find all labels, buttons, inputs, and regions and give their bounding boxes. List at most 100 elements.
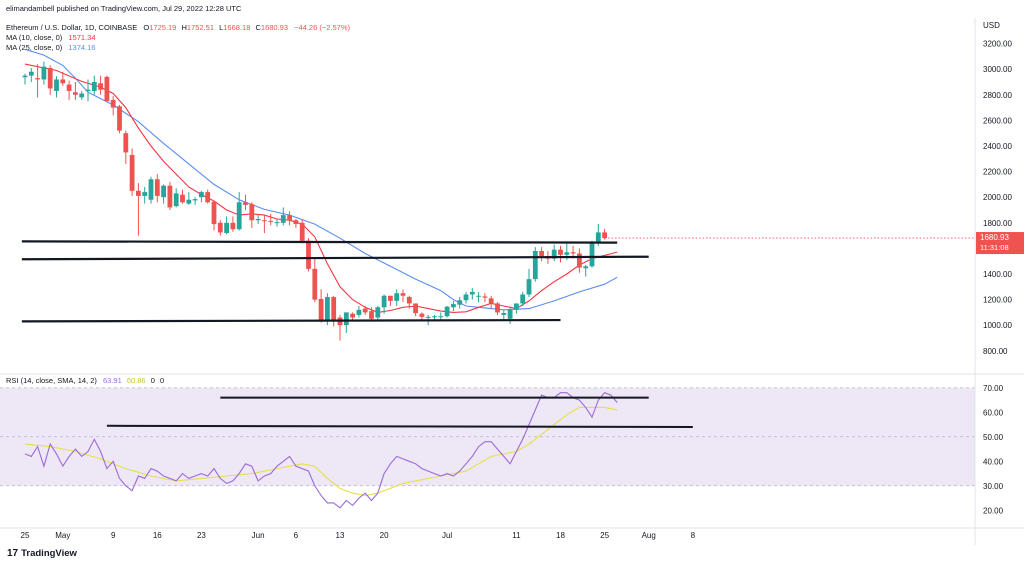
candle xyxy=(73,82,78,100)
candle-body xyxy=(451,304,456,308)
rsi-axis: 20.00 30.00 40.00 50.00 60.00 70.00 xyxy=(983,384,1004,516)
candle xyxy=(400,289,406,303)
candle xyxy=(356,306,362,318)
candle-body xyxy=(154,179,160,196)
candle xyxy=(224,216,229,235)
candle-body xyxy=(148,179,154,200)
tradingview-logo-icon: 17 xyxy=(7,548,19,559)
candle-body xyxy=(41,66,47,80)
candle xyxy=(419,312,425,321)
candle xyxy=(476,291,481,303)
time-tick-label: Jun xyxy=(252,531,265,540)
candle xyxy=(558,245,563,263)
candle-body xyxy=(526,279,532,295)
candle-body xyxy=(488,298,494,304)
candle-body xyxy=(66,84,72,91)
support-lines[interactable] xyxy=(21,240,649,323)
candle xyxy=(211,201,217,231)
candle-body xyxy=(482,296,488,298)
candle xyxy=(262,215,267,234)
candle xyxy=(22,73,28,85)
candle xyxy=(438,312,444,321)
candle xyxy=(180,189,185,204)
candle-body xyxy=(236,202,242,230)
ma10-value: 1571.34 xyxy=(68,33,95,42)
candle-body xyxy=(293,220,299,225)
candle xyxy=(583,265,589,277)
candle-body xyxy=(28,71,34,76)
candle xyxy=(514,303,519,314)
candle xyxy=(117,105,122,134)
candle xyxy=(388,295,393,306)
candle xyxy=(350,312,355,321)
candle xyxy=(488,295,494,309)
candle-body xyxy=(98,83,103,90)
rsi-line xyxy=(24,392,618,509)
candle xyxy=(306,238,311,272)
rsi-extra-1: 0 xyxy=(151,376,155,385)
candle xyxy=(236,192,242,231)
svg-text:MA (25, close, 0) 1374.1: MA (25, close, 0) 1374.16 xyxy=(6,43,96,52)
candle xyxy=(394,289,400,306)
candle-body xyxy=(280,215,286,223)
candle-body xyxy=(123,133,129,153)
candle-body xyxy=(406,297,412,304)
candle xyxy=(318,289,324,323)
rsi-tick-label: 20.00 xyxy=(983,506,1004,515)
candle xyxy=(482,293,488,303)
candle-body xyxy=(230,222,236,230)
last-price-value: 1680.93 xyxy=(980,233,1009,242)
close-label: C xyxy=(255,23,261,32)
time-tick-label: Aug xyxy=(642,531,656,540)
candle-body xyxy=(394,293,400,301)
candle xyxy=(47,65,53,95)
candle xyxy=(154,174,160,203)
candle-body xyxy=(602,232,607,239)
rsi-extra-2: 0 xyxy=(160,376,164,385)
candle-body xyxy=(129,154,135,191)
tradingview-logo[interactable]: 17 TradingView xyxy=(7,548,77,559)
candles[interactable] xyxy=(22,61,607,341)
rsi-trend-lines[interactable] xyxy=(106,396,693,428)
candle xyxy=(268,213,274,226)
price-tick-label: 1400.00 xyxy=(983,270,1012,279)
candle-body xyxy=(520,294,526,304)
price-legend: Ethereum / U.S. Dollar, 1D, COINBASE O17… xyxy=(6,23,351,52)
rsi-trend-line xyxy=(106,424,693,428)
candle-body xyxy=(211,201,217,225)
price-tick-label: 2000.00 xyxy=(983,193,1012,202)
candle-body xyxy=(173,193,179,207)
candle xyxy=(495,302,500,315)
candle xyxy=(110,96,116,116)
time-tick-label: 13 xyxy=(336,531,345,540)
low-value: 1668.18 xyxy=(223,23,250,32)
candle-body xyxy=(47,67,53,89)
candle-body xyxy=(205,192,211,203)
candle xyxy=(91,75,97,95)
price-axis: 800.001000.001200.001400.001600.001800.0… xyxy=(983,40,1012,356)
price-tick-label: 2200.00 xyxy=(983,168,1012,177)
candle xyxy=(41,61,47,85)
candle-body xyxy=(79,93,85,98)
candle-body xyxy=(180,194,185,203)
horizontal-level-line xyxy=(21,255,649,261)
candle xyxy=(186,192,192,205)
candle-body xyxy=(60,79,66,84)
candle xyxy=(413,303,418,317)
candle xyxy=(293,218,299,228)
candle xyxy=(331,295,337,327)
candle-body xyxy=(224,222,229,234)
price-tick-label: 1800.00 xyxy=(983,219,1012,228)
candle-body xyxy=(564,252,570,255)
candle-body xyxy=(268,220,274,222)
candle-body xyxy=(595,232,601,244)
price-tick-label: 2600.00 xyxy=(983,116,1012,125)
candle xyxy=(526,268,532,298)
candle-body xyxy=(457,300,463,305)
candle xyxy=(432,314,437,321)
candle xyxy=(287,211,292,226)
candle xyxy=(136,183,141,236)
ma25-line xyxy=(24,48,618,311)
candle-body xyxy=(381,295,387,308)
